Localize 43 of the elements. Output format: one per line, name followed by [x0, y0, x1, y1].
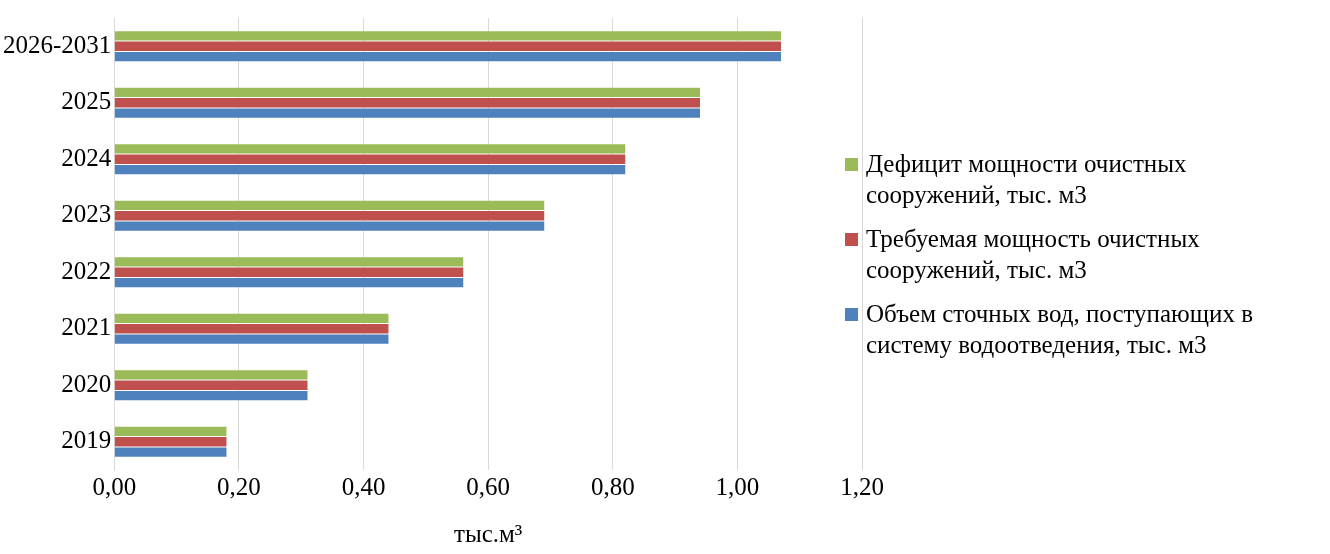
bar — [114, 277, 464, 288]
legend-label: Дефицит мощности очистных сооружений, тыс. м3 — [866, 149, 1188, 210]
y-tick-label: 2026-2031 — [3, 30, 112, 58]
bar — [114, 41, 781, 51]
legend-label: Объем сточных вод, поступающих в систему водоотведения, тыс. м3 — [866, 299, 1254, 360]
bar — [114, 447, 227, 457]
y-tick-label: 2024 — [61, 143, 112, 171]
bar — [114, 257, 464, 267]
bar — [114, 51, 781, 62]
y-tick-label: 2021 — [61, 313, 112, 341]
x-tick-label: 0,00 — [92, 472, 137, 500]
x-tick-label: 0,20 — [217, 472, 261, 500]
x-axis-title: тыс.м³ — [453, 519, 523, 547]
bar — [114, 370, 308, 380]
x-tick-label: 1,00 — [715, 472, 760, 500]
y-tick-label: 2020 — [61, 369, 112, 397]
bar — [114, 267, 464, 277]
bar — [114, 98, 700, 108]
x-tick-label: 1,20 — [840, 472, 884, 500]
legend-label: Требуемая мощность очистных сооружений, тыс. м3 — [866, 224, 1201, 285]
x-tick-label: 0,60 — [466, 472, 511, 500]
bar — [114, 380, 308, 390]
y-tick-label: 2019 — [61, 426, 112, 454]
x-tick-label: 0,40 — [341, 472, 386, 500]
bar — [114, 154, 626, 164]
bar — [114, 108, 700, 118]
bar — [114, 426, 227, 437]
bar — [114, 144, 626, 154]
y-tick-label: 2023 — [61, 200, 112, 228]
bar — [114, 313, 389, 324]
bar — [114, 221, 545, 231]
bar — [114, 31, 781, 41]
bar — [114, 211, 545, 221]
bar — [114, 324, 389, 334]
bar — [114, 164, 626, 175]
bar — [114, 200, 545, 211]
y-tick-label: 2022 — [61, 256, 112, 284]
x-tick-label: 0,80 — [590, 472, 635, 500]
bar — [114, 437, 227, 447]
y-tick-label: 2025 — [61, 87, 112, 115]
bar — [114, 390, 308, 401]
bar — [114, 87, 700, 98]
bar — [114, 334, 389, 344]
